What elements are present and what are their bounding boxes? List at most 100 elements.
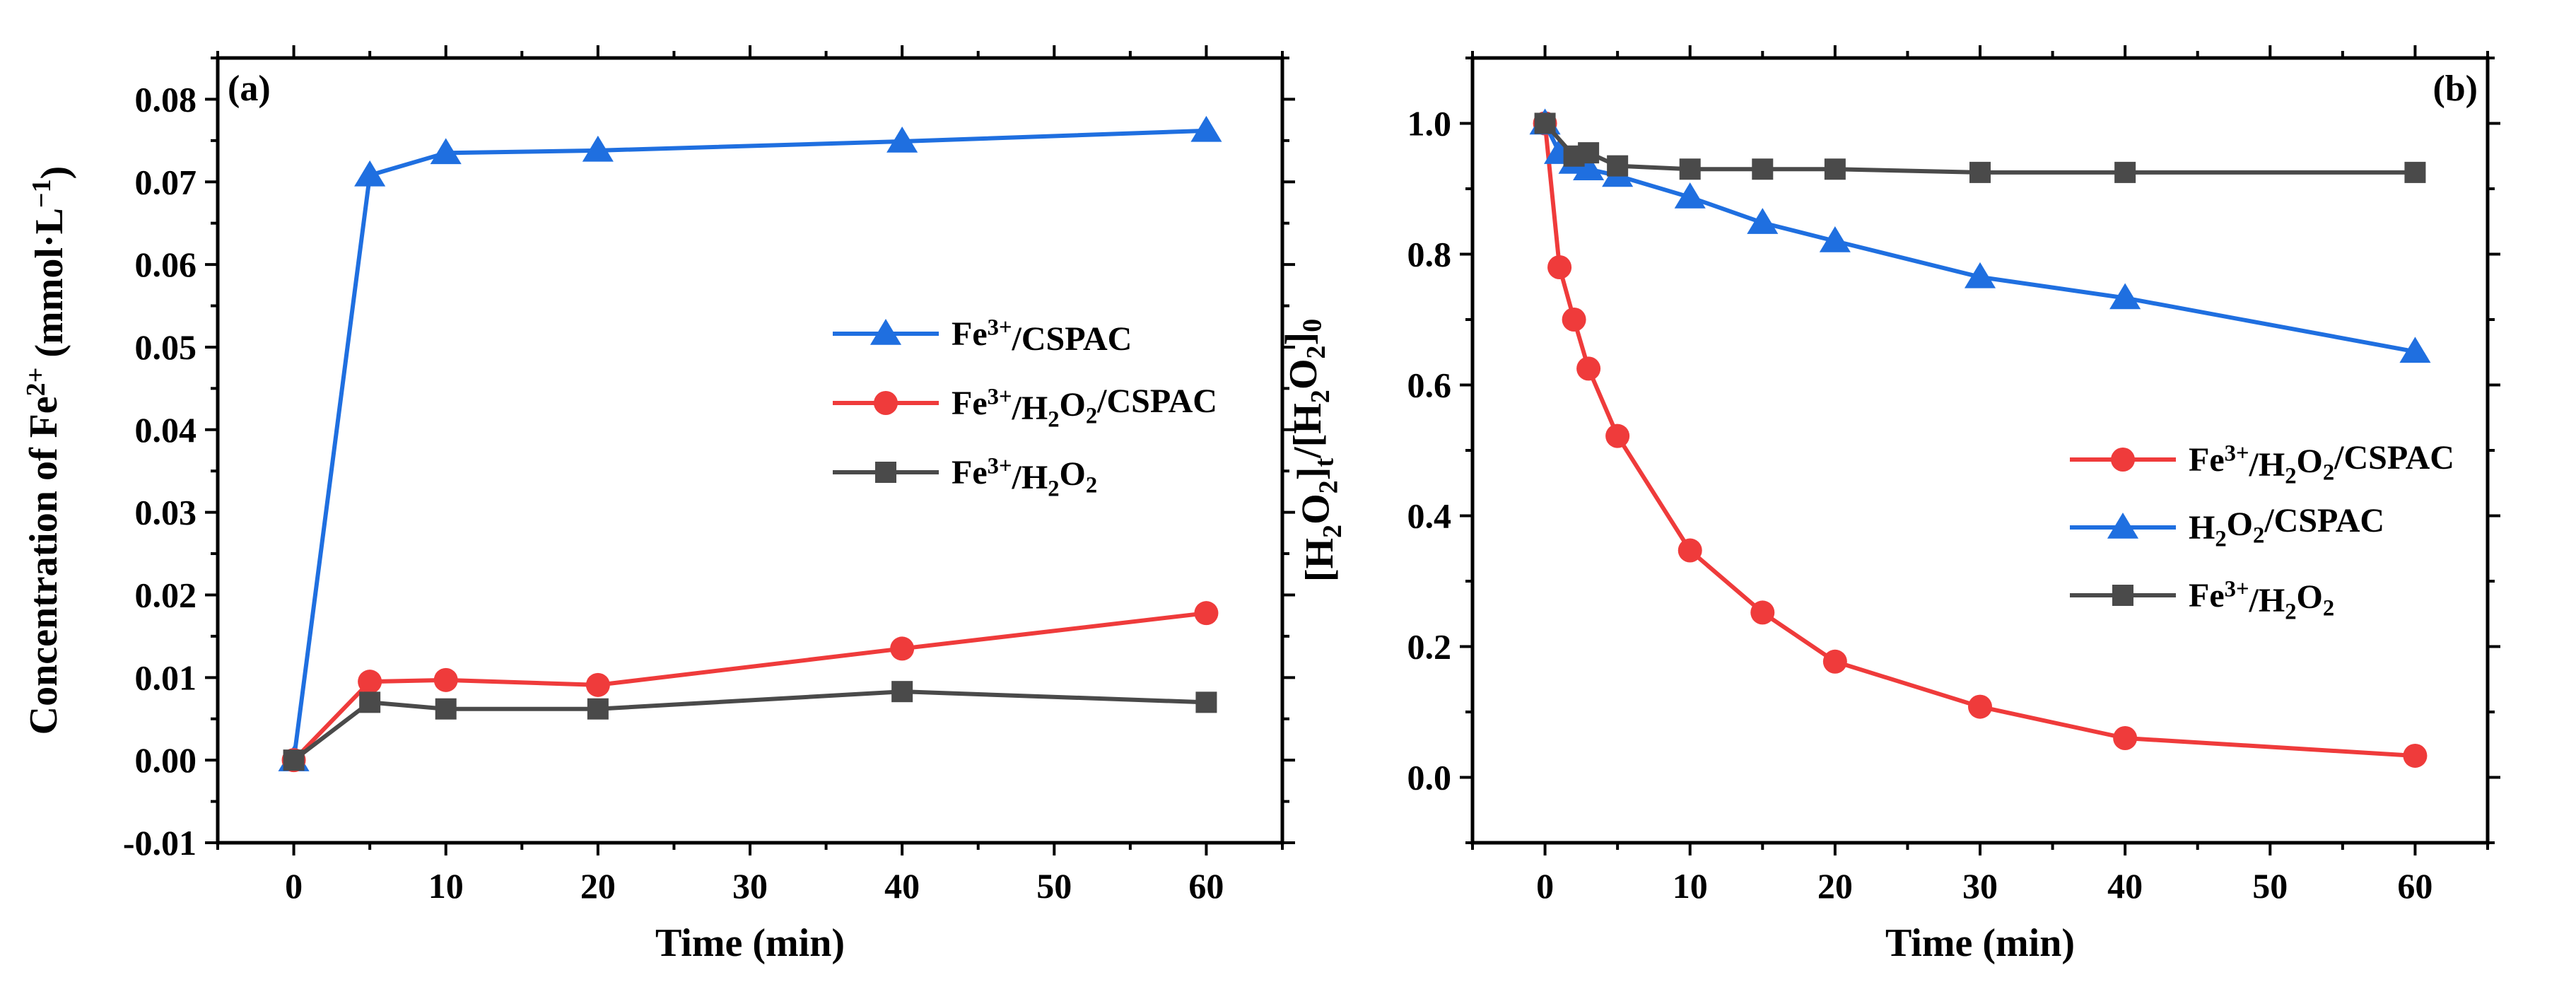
- data-point: [1562, 308, 1586, 332]
- chart-panel-a: 0 10 20 30 40 50 60 -0.01 0.00 0.01 0.02 0.03 0.04 0.…: [21, 45, 1295, 965]
- legend-marker: [874, 391, 898, 415]
- text-part: 2: [2285, 599, 2296, 624]
- data-point: [585, 672, 610, 697]
- text-part: t: [1310, 458, 1340, 467]
- y-title-unit-sup: −1: [27, 179, 57, 208]
- x-axis-title: Time (min): [655, 921, 845, 965]
- text-part: 2: [2253, 523, 2264, 549]
- text-part: /H: [1012, 459, 1048, 496]
- data-point: [2114, 161, 2136, 183]
- text-part: 2: [1313, 480, 1343, 493]
- series-line: [292, 611, 1207, 762]
- text-part: /CSPAC: [1096, 382, 1217, 420]
- series-line: [1542, 123, 2416, 758]
- data-point: [359, 691, 381, 713]
- text-part: /CSPAC: [2334, 439, 2454, 477]
- data-point: [2109, 283, 2141, 310]
- data-point: [1190, 115, 1222, 142]
- y-axis-title: Concentration of Fe2+ (mmol·L−1): [21, 166, 77, 735]
- x-tick-label: 50: [1036, 866, 1072, 906]
- y-tick-label: 0.05: [135, 327, 197, 367]
- data-point: [1607, 155, 1629, 177]
- text-part: 3+: [2225, 576, 2249, 602]
- x-tick-label: 60: [1188, 866, 1224, 906]
- y-tick-label: 0.08: [135, 79, 197, 119]
- series-line: [1542, 122, 2416, 354]
- x-tick-label: 40: [884, 866, 920, 906]
- data-point: [1573, 154, 1605, 180]
- text-part: /H: [2249, 446, 2285, 484]
- text-part: 2: [2323, 595, 2334, 621]
- y-tick-label: -0.01: [123, 823, 197, 863]
- y-tick-label: 0.04: [135, 410, 197, 450]
- data-point: [1674, 182, 1706, 209]
- text-part: 3+: [988, 315, 1012, 340]
- data-point: [1578, 142, 1600, 164]
- text-part: H: [2189, 509, 2215, 547]
- text-part: 3+: [2225, 440, 2249, 466]
- text-part: O: [1294, 493, 1337, 525]
- y-tick-label: 0.2: [1407, 627, 1452, 667]
- text-part: 0: [1298, 319, 1328, 332]
- legend-label: H2O2/CSPAC: [2189, 502, 2384, 551]
- legend-item: Fe3+/H2O2/CSPAC: [833, 382, 1217, 432]
- data-point: [1576, 356, 1601, 381]
- data-point: [2113, 726, 2138, 750]
- text-part: O: [2297, 443, 2323, 480]
- data-point: [2403, 743, 2428, 768]
- text-part: /[H: [1286, 403, 1330, 459]
- legend-marker: [2112, 585, 2133, 606]
- legend-label: Fe3+/H2O2/CSPAC: [952, 382, 1217, 432]
- data-point: [430, 138, 462, 165]
- legend-label: Fe3+/CSPAC: [952, 315, 1132, 358]
- y-tick-label: 0.07: [135, 162, 197, 201]
- x-tick-label: 20: [1817, 866, 1853, 906]
- text-part: 2: [1086, 472, 1097, 498]
- text-part: Fe: [952, 454, 988, 491]
- y-title-close: ): [33, 166, 77, 180]
- data-point: [1824, 158, 1846, 180]
- text-part: O: [2297, 578, 2323, 616]
- data-point: [886, 127, 918, 153]
- y-tick-label: 0.0: [1407, 758, 1452, 798]
- series-fe3-h2o2-cspac: [281, 601, 1219, 773]
- text-part: 2: [2215, 526, 2226, 551]
- data-point: [1752, 158, 1774, 180]
- text-part: Fe: [952, 385, 988, 422]
- data-point: [1605, 423, 1630, 448]
- data-point: [1969, 161, 1991, 183]
- text-part: 2: [1048, 476, 1059, 501]
- y-tick-label: 0.06: [135, 245, 197, 284]
- x-tick-label: 10: [1673, 866, 1708, 906]
- y-tick-label: 0.6: [1407, 366, 1452, 405]
- x-tick-label: 60: [2397, 866, 2432, 906]
- text-part: 2: [2285, 463, 2296, 489]
- series-line: [292, 689, 1207, 762]
- text-part: 2: [1318, 525, 1347, 538]
- text-part: 3+: [988, 384, 1012, 409]
- data-point: [2399, 337, 2431, 363]
- y-axis-title: [H2O2]t/[H2O2]0: [1277, 319, 1347, 582]
- legend-item: Fe3+/CSPAC: [833, 315, 1132, 358]
- y-tick-label: 0.00: [135, 740, 197, 780]
- text-part: 2: [2323, 460, 2334, 485]
- legend-marker: [2107, 513, 2139, 539]
- text-part: 2: [1086, 403, 1097, 428]
- data-point: [1547, 255, 1572, 279]
- text-part: /CSPAC: [2264, 502, 2384, 539]
- data-point: [2404, 161, 2426, 183]
- data-point: [891, 681, 913, 703]
- legend-marker: [2111, 448, 2135, 472]
- legend-label: Fe3+/H2O2/CSPAC: [2189, 439, 2454, 489]
- y-tick-label: 1.0: [1407, 104, 1452, 144]
- y-title-unit: (mmol·L: [28, 208, 71, 368]
- text-part: O: [1282, 359, 1325, 390]
- series-fe3-h2o2-cspac: [1533, 111, 2428, 768]
- text-part: O: [2227, 506, 2253, 543]
- data-point: [587, 698, 609, 720]
- data-point: [283, 749, 305, 771]
- text-part: 2: [1048, 407, 1059, 432]
- x-tick-label: 30: [732, 866, 768, 906]
